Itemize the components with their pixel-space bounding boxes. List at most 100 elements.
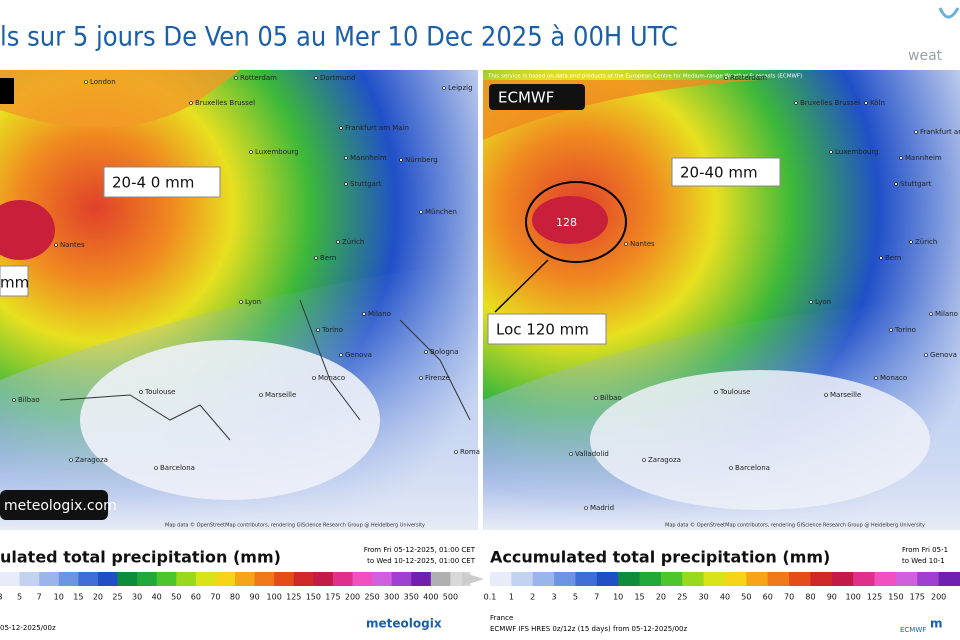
colorbar-swatch (917, 572, 940, 586)
colorbar-tick: 50 (741, 593, 751, 602)
colorbar-tick: 7 (594, 593, 599, 602)
city-dot (336, 240, 340, 244)
footer: ECMWF IFS HRES 0z/12z (15 days) from 05-… (490, 625, 687, 633)
colorbar-swatch (639, 572, 662, 586)
city-dot (419, 210, 423, 214)
city-dot (894, 182, 898, 186)
colorbar-tick: 3 (552, 593, 557, 602)
colorbar-swatch (511, 572, 534, 586)
city-dot (312, 376, 316, 380)
city-dot (362, 312, 366, 316)
colorbar-tick: 2 (530, 593, 535, 602)
colorbar-swatch (274, 572, 295, 586)
city-label: Nantes (630, 240, 655, 248)
colorbar-swatch (831, 572, 854, 586)
colorbar-tick: 50 (171, 593, 181, 602)
colorbar-swatch (725, 572, 747, 586)
city-dot (909, 240, 913, 244)
city-label: Milano (368, 310, 391, 318)
footer: 05-12-2025/00z (0, 624, 56, 632)
colorbar-tick: 20 (93, 593, 103, 602)
city-dot (714, 390, 718, 394)
city-label: Nürnberg (405, 156, 438, 164)
colorbar-tick: 10 (54, 593, 64, 602)
city-dot (442, 86, 446, 90)
city-label: Bruxelles Brussel (800, 99, 860, 107)
colorbar-swatch (97, 572, 118, 586)
city-dot (569, 452, 573, 456)
city-label: Mannheim (905, 154, 942, 162)
colorbar-tick: 125 (286, 593, 301, 602)
colorbar-tick: 60 (191, 593, 201, 602)
city-label: Bern (320, 254, 336, 262)
colorbar-tick: 7 (37, 593, 42, 602)
city-dot (729, 466, 733, 470)
colorbar-swatch (532, 572, 555, 586)
city-label: Frankfurt am Main (920, 128, 960, 136)
colorbar-swatch (767, 572, 790, 586)
footer: France (490, 614, 513, 622)
city-dot (259, 393, 263, 397)
colorbar-swatch (810, 572, 833, 586)
colorbar-tick: 200 (345, 593, 360, 602)
city-label: Lyon (815, 298, 831, 306)
colorbar-tick: 125 (867, 593, 882, 602)
colorbar-tick: 25 (112, 593, 122, 602)
city-label: Köln (870, 99, 885, 107)
colorbar-tick: 30 (699, 593, 709, 602)
city-label: Stuttgart (350, 180, 382, 188)
colorbar-swatch (254, 572, 275, 586)
annotation: mm (0, 274, 29, 292)
city-label: Bologna (430, 348, 458, 356)
colorbar-swatch (490, 572, 512, 586)
colorbar-swatch (618, 572, 641, 586)
colorbar-tick: 10 (613, 593, 623, 602)
city-dot (139, 390, 143, 394)
colorbar-tick: 40 (152, 593, 162, 602)
city-dot (12, 398, 16, 402)
city-dot (889, 328, 893, 332)
city-dot (724, 76, 728, 80)
city-dot (899, 156, 903, 160)
title: ls sur 5 jours De Ven 05 au Mer 10 Dec 2… (0, 22, 678, 53)
peak-value: 128 (556, 216, 577, 229)
city-label: Zaragoza (648, 456, 681, 464)
colorbar-swatch (137, 572, 158, 586)
colorbar-swatch (938, 572, 960, 586)
city-label: Madrid (590, 504, 614, 512)
city-dot (344, 156, 348, 160)
city-label: München (425, 208, 457, 216)
divider (478, 70, 483, 530)
colorbar-tick: 40 (720, 593, 730, 602)
colorbar-swatch (596, 572, 619, 586)
colorbar-swatch (746, 572, 769, 586)
city-dot (824, 393, 828, 397)
city-dot (642, 458, 646, 462)
city-label: Zürich (342, 238, 364, 246)
colorbar-swatch (58, 572, 79, 586)
colorbar-tick: 300 (384, 593, 399, 602)
city-dot (239, 300, 243, 304)
city-dot (914, 130, 918, 134)
colorbar-tick: 70 (210, 593, 220, 602)
city-label: Genova (345, 351, 372, 359)
city-dot (829, 150, 833, 154)
city-dot (154, 466, 158, 470)
colorbar-tick: 1 (509, 593, 514, 602)
colorbar-tick: 150 (306, 593, 321, 602)
colorbar-swatch (682, 572, 705, 586)
city-dot (454, 450, 458, 454)
period: to Wed 10-12-2025, 01:00 CET (367, 557, 476, 565)
colorbar-swatch (660, 572, 683, 586)
city-dot (424, 350, 428, 354)
city-dot (344, 182, 348, 186)
colorbar-tick: 70 (784, 593, 794, 602)
colorbar-swatch (411, 572, 432, 586)
city-label: Toulouse (144, 388, 175, 396)
city-label: Luxembourg (255, 148, 299, 156)
city-label: Monaco (880, 374, 907, 382)
notice: This service is based on data and produc… (487, 74, 802, 80)
city-dot (864, 101, 868, 105)
city-dot (316, 328, 320, 332)
